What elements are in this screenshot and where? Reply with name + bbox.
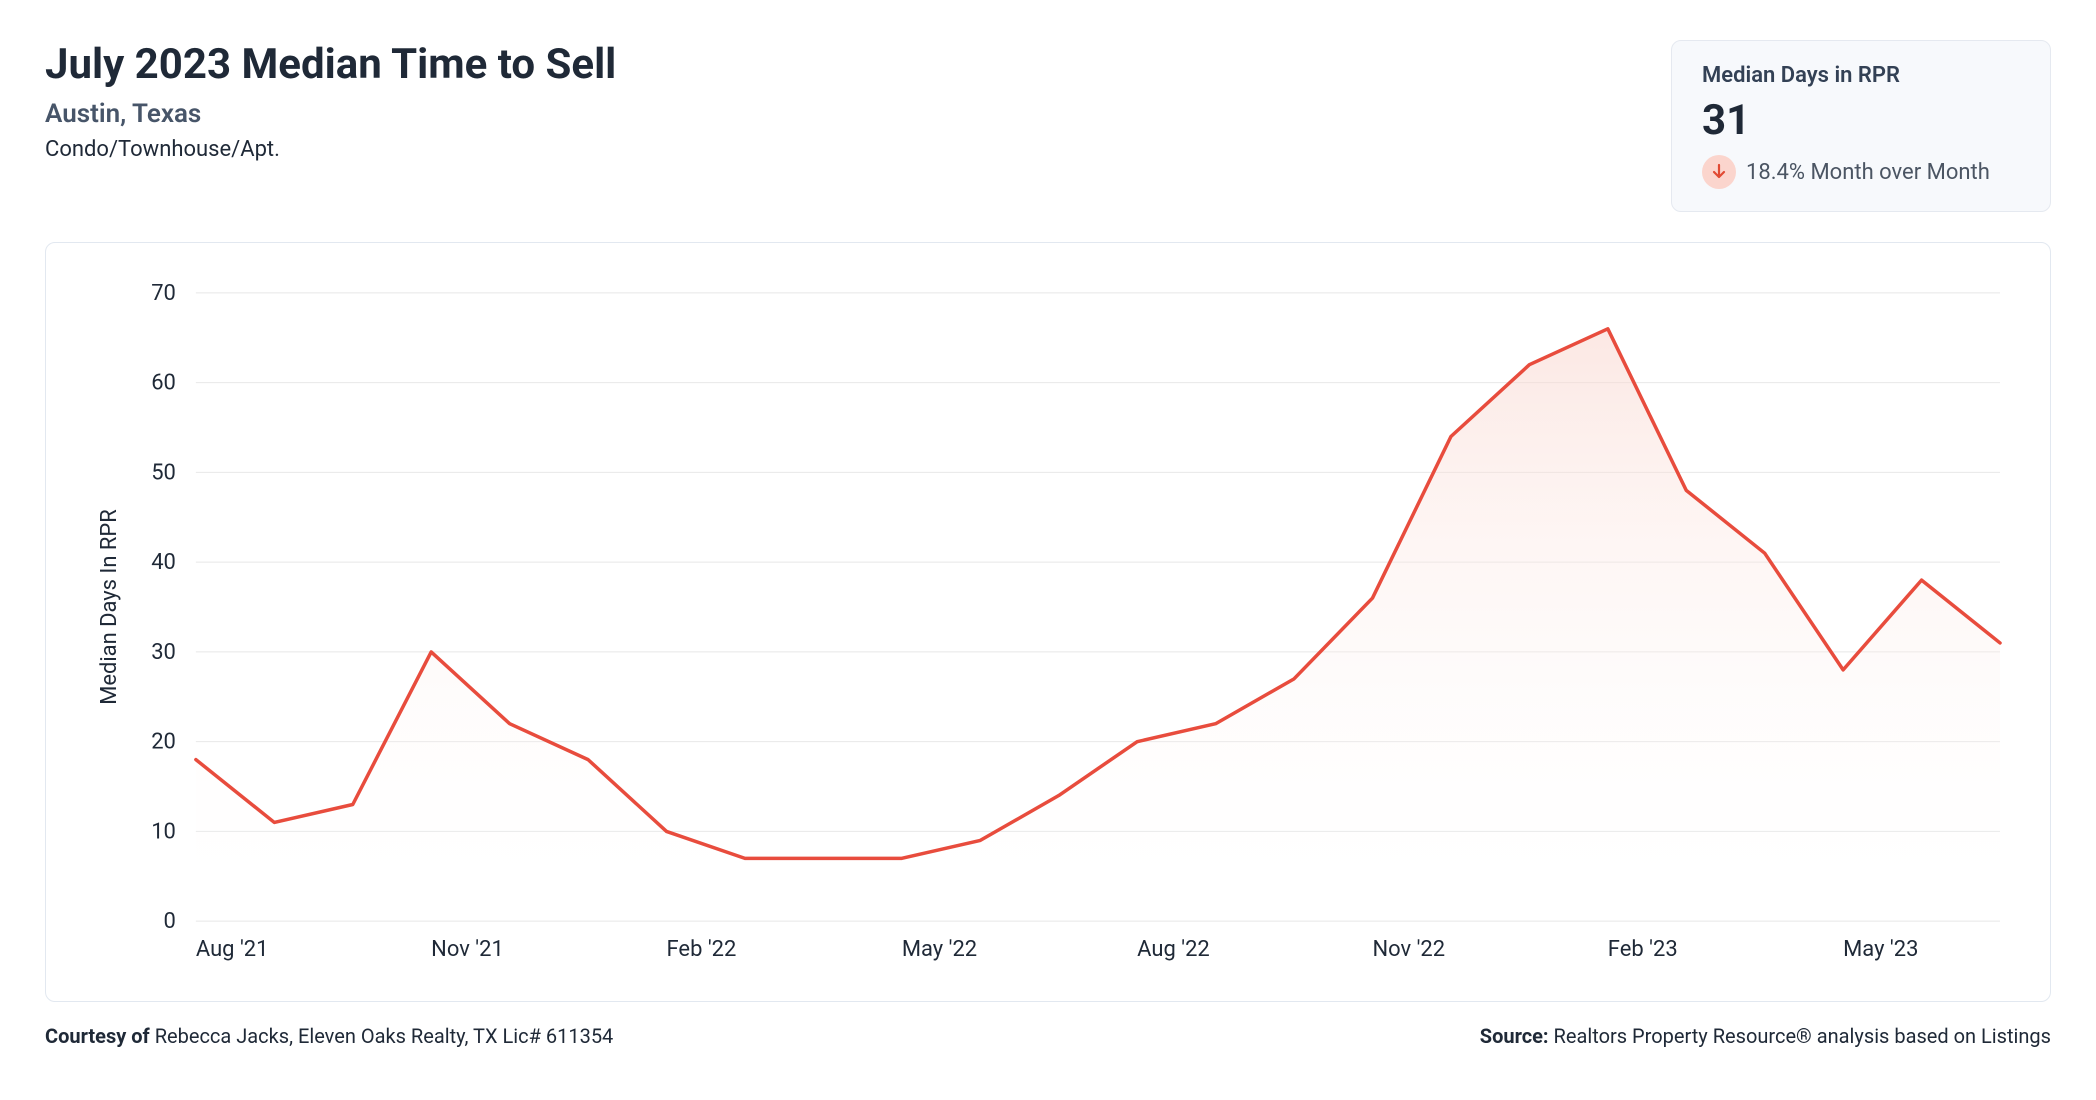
chart-container: 0 10 20 30 40 50 60 70 Aug '21 Nov '21 Feb '22 May … [45, 242, 2051, 1002]
svg-text:30: 30 [151, 640, 176, 665]
svg-text:50: 50 [151, 460, 176, 485]
svg-text:0: 0 [164, 909, 176, 934]
source-value: Realtors Property Resource® analysis bas… [1554, 1024, 2051, 1048]
courtesy-label: Courtesy of [45, 1024, 155, 1048]
svg-text:40: 40 [151, 550, 176, 575]
svg-text:May '23: May '23 [1843, 937, 1918, 962]
header-row: July 2023 Median Time to Sell Austin, Te… [45, 40, 2051, 212]
down-arrow-icon [1702, 155, 1736, 189]
svg-text:Feb '23: Feb '23 [1608, 937, 1678, 962]
stat-card: Median Days in RPR 31 18.4% Month over M… [1671, 40, 2051, 212]
svg-text:Nov '21: Nov '21 [431, 937, 504, 962]
source-text: Source: Realtors Property Resource® anal… [1480, 1024, 2051, 1048]
footer-row: Courtesy of Rebecca Jacks, Eleven Oaks R… [45, 1024, 2051, 1048]
location-subtitle: Austin, Texas [45, 99, 616, 129]
page-title: July 2023 Median Time to Sell [45, 40, 616, 89]
stat-change-text: 18.4% Month over Month [1746, 160, 1990, 185]
svg-text:70: 70 [151, 281, 176, 306]
svg-text:20: 20 [151, 730, 176, 755]
stat-value: 31 [1702, 96, 2020, 145]
svg-text:Feb '22: Feb '22 [667, 937, 737, 962]
courtesy-value: Rebecca Jacks, Eleven Oaks Realty, TX Li… [155, 1024, 614, 1048]
source-label: Source: [1480, 1024, 1554, 1048]
svg-text:May '22: May '22 [902, 937, 977, 962]
category-label: Condo/Townhouse/Apt. [45, 137, 616, 162]
svg-text:Aug '21: Aug '21 [196, 937, 269, 962]
svg-text:Nov '22: Nov '22 [1372, 937, 1445, 962]
svg-text:Median Days In RPR: Median Days In RPR [97, 509, 122, 705]
stat-change: 18.4% Month over Month [1702, 155, 2020, 189]
svg-text:60: 60 [151, 371, 176, 396]
title-block: July 2023 Median Time to Sell Austin, Te… [45, 40, 616, 162]
courtesy-text: Courtesy of Rebecca Jacks, Eleven Oaks R… [45, 1024, 613, 1048]
svg-text:10: 10 [151, 819, 176, 844]
svg-text:Aug '22: Aug '22 [1137, 937, 1210, 962]
stat-label: Median Days in RPR [1702, 63, 2020, 88]
time-to-sell-chart: 0 10 20 30 40 50 60 70 Aug '21 Nov '21 Feb '22 May … [76, 263, 2020, 981]
